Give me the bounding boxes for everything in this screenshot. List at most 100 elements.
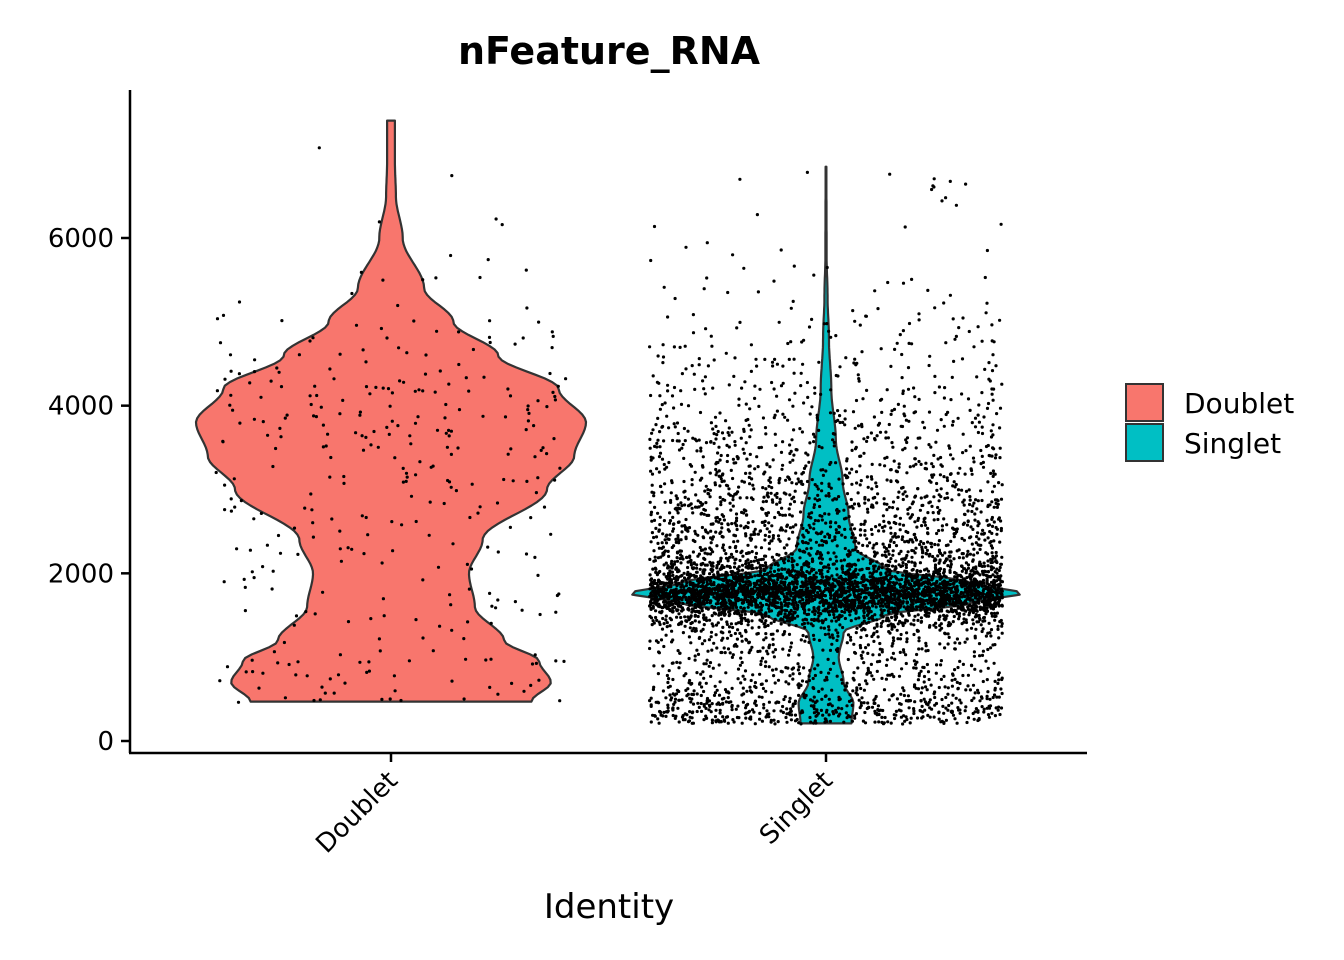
point-singlet (748, 482, 752, 486)
point-singlet (680, 579, 685, 583)
point-singlet (939, 590, 943, 594)
point-singlet (801, 533, 805, 537)
point-doublet (309, 492, 313, 496)
point-singlet (902, 689, 906, 693)
point-singlet (849, 564, 854, 569)
point-singlet (659, 638, 664, 642)
point-singlet (928, 479, 932, 483)
point-singlet (903, 719, 907, 723)
point-singlet (908, 609, 912, 613)
point-doublet (488, 340, 492, 345)
point-singlet (990, 614, 994, 618)
point-doublet (393, 456, 397, 460)
point-singlet (942, 301, 946, 305)
point-singlet (809, 516, 813, 520)
point-singlet (852, 361, 856, 365)
point-doublet (484, 658, 488, 662)
point-doublet (275, 366, 279, 370)
point-singlet (834, 628, 838, 632)
point-singlet (972, 553, 976, 557)
point-singlet (973, 581, 977, 585)
point-singlet (917, 672, 922, 676)
point-singlet (961, 673, 965, 678)
point-singlet (898, 650, 902, 655)
point-singlet (686, 560, 690, 564)
point-singlet (665, 465, 669, 469)
point-singlet (872, 567, 876, 571)
point-singlet (859, 522, 863, 527)
point-singlet (828, 648, 833, 653)
point-singlet (829, 593, 833, 597)
point-singlet (822, 626, 827, 630)
point-singlet (697, 438, 701, 442)
point-singlet (661, 355, 666, 359)
point-singlet (665, 533, 669, 537)
point-singlet (880, 562, 884, 566)
point-singlet (779, 622, 783, 626)
point-singlet (887, 552, 891, 556)
point-singlet (655, 445, 659, 449)
point-singlet (972, 501, 976, 505)
point-singlet (888, 560, 892, 564)
point-doublet (490, 604, 494, 608)
point-singlet (940, 553, 945, 557)
point-singlet (871, 653, 875, 657)
point-singlet (827, 566, 831, 570)
point-singlet (758, 563, 763, 567)
point-singlet (953, 641, 957, 645)
point-singlet (775, 552, 779, 557)
point-singlet (940, 528, 945, 532)
point-singlet (781, 710, 786, 715)
point-singlet (769, 720, 773, 724)
point-singlet (686, 565, 690, 570)
point-doublet (338, 352, 342, 356)
point-singlet (914, 666, 918, 670)
point-singlet (857, 377, 861, 381)
point-doublet (231, 408, 235, 412)
point-singlet (666, 597, 670, 601)
point-singlet (974, 608, 978, 612)
point-singlet (916, 678, 921, 682)
point-singlet (715, 688, 719, 692)
point-singlet (836, 615, 840, 619)
point-singlet (648, 557, 652, 562)
point-singlet (810, 618, 814, 622)
point-doublet (308, 339, 312, 343)
point-singlet (890, 575, 894, 579)
point-singlet (701, 670, 705, 674)
point-singlet (939, 418, 943, 422)
point-singlet (820, 481, 824, 485)
point-singlet (908, 465, 912, 469)
point-singlet (779, 450, 784, 454)
point-singlet (668, 521, 672, 525)
point-singlet (828, 525, 833, 529)
point-singlet (671, 515, 675, 520)
point-singlet (901, 722, 905, 726)
point-doublet (429, 465, 433, 469)
point-doublet (332, 377, 336, 381)
point-doublet (446, 478, 450, 483)
point-singlet (753, 467, 757, 471)
point-singlet (870, 705, 875, 709)
point-doublet (413, 389, 417, 393)
point-singlet (686, 404, 691, 408)
point-singlet (753, 600, 758, 605)
point-singlet (915, 569, 919, 573)
point-singlet (801, 362, 805, 366)
point-singlet (709, 440, 713, 444)
point-singlet (673, 597, 677, 601)
point-singlet (771, 637, 775, 641)
point-singlet (951, 590, 955, 594)
point-singlet (835, 649, 840, 654)
point-singlet (761, 616, 765, 620)
point-singlet (832, 562, 836, 566)
point-singlet (657, 381, 661, 385)
point-singlet (777, 537, 781, 541)
point-singlet (933, 563, 938, 567)
point-singlet (847, 589, 851, 594)
point-singlet (725, 443, 729, 447)
point-singlet (890, 656, 894, 660)
point-singlet (987, 361, 991, 365)
point-doublet (294, 673, 298, 677)
point-singlet (747, 640, 752, 644)
